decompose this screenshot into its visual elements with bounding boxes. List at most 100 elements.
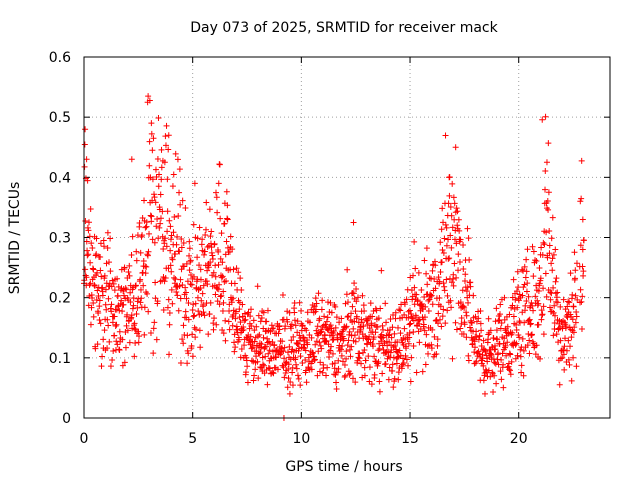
data-point	[536, 265, 543, 272]
data-point	[289, 364, 296, 371]
data-point	[439, 313, 446, 320]
data-point	[257, 318, 264, 325]
data-point	[556, 381, 563, 388]
data-point	[460, 265, 467, 272]
data-point	[424, 281, 431, 288]
data-point	[129, 305, 136, 312]
data-point	[264, 381, 271, 388]
data-point	[480, 377, 487, 384]
data-point	[455, 251, 462, 258]
data-point	[331, 365, 338, 372]
data-point	[300, 335, 307, 342]
data-point	[173, 241, 180, 248]
data-point	[214, 209, 221, 216]
data-point	[542, 270, 549, 277]
data-point	[107, 305, 114, 312]
data-point	[304, 341, 311, 348]
data-point	[423, 270, 430, 277]
data-point	[94, 287, 101, 294]
data-point	[446, 255, 453, 262]
data-point	[323, 338, 330, 345]
data-point	[296, 332, 303, 339]
data-point	[128, 312, 135, 319]
data-point	[155, 235, 162, 242]
data-point	[350, 219, 357, 226]
data-point	[579, 293, 586, 300]
data-point	[361, 307, 368, 314]
data-point	[269, 369, 276, 376]
data-point	[279, 338, 286, 345]
data-point	[524, 280, 531, 287]
data-point	[104, 345, 111, 352]
data-point	[452, 144, 459, 151]
data-point	[247, 313, 254, 320]
data-point	[223, 277, 229, 284]
data-point	[162, 235, 169, 242]
data-point	[184, 360, 191, 367]
data-point	[540, 239, 547, 246]
data-point	[116, 328, 123, 335]
data-point	[435, 320, 442, 327]
data-point	[373, 307, 380, 314]
data-point	[98, 363, 105, 370]
data-point	[546, 250, 553, 257]
data-point	[260, 309, 267, 316]
data-point	[570, 329, 577, 336]
data-point	[386, 331, 393, 338]
data-point	[498, 319, 505, 326]
data-point	[288, 337, 295, 344]
data-point	[518, 362, 525, 369]
data-point	[441, 283, 448, 290]
data-point	[443, 224, 450, 231]
data-point	[131, 353, 138, 360]
data-point	[156, 224, 163, 231]
data-point	[552, 312, 559, 319]
data-point	[213, 321, 220, 328]
data-point	[279, 291, 286, 298]
data-point	[568, 334, 575, 341]
data-point	[497, 368, 504, 375]
data-point	[473, 318, 480, 325]
data-point	[148, 130, 155, 137]
data-point	[199, 236, 206, 243]
data-point	[544, 198, 551, 205]
data-point	[527, 321, 534, 328]
data-point	[271, 341, 278, 348]
data-point	[187, 257, 194, 264]
data-point	[284, 384, 291, 391]
data-point	[213, 194, 220, 201]
data-point	[121, 264, 128, 271]
data-point	[311, 356, 318, 363]
data-point	[321, 331, 328, 338]
data-point	[418, 301, 425, 308]
data-point	[298, 307, 305, 314]
data-point	[103, 306, 110, 313]
y-tick-label: 0.5	[49, 110, 71, 126]
data-point	[150, 325, 157, 332]
data-point	[197, 285, 204, 292]
data-point	[445, 255, 452, 262]
data-point	[461, 278, 468, 285]
data-point	[297, 382, 304, 389]
y-tick-label: 0.1	[49, 351, 71, 367]
data-point	[518, 266, 525, 273]
data-point	[171, 274, 178, 281]
data-point	[146, 162, 153, 169]
data-point	[293, 361, 300, 368]
data-point	[411, 238, 418, 245]
data-point	[410, 343, 417, 350]
data-point	[362, 357, 369, 364]
data-point	[233, 308, 240, 315]
data-point	[161, 159, 168, 166]
data-point	[204, 281, 211, 288]
data-point	[317, 342, 324, 349]
data-point	[536, 280, 543, 287]
x-tick-label: 0	[80, 431, 89, 447]
data-point	[348, 332, 355, 339]
data-point	[361, 346, 368, 353]
data-point	[130, 295, 137, 302]
data-point	[435, 274, 442, 281]
data-point	[218, 292, 225, 299]
data-point	[463, 309, 470, 316]
data-point	[540, 285, 547, 292]
